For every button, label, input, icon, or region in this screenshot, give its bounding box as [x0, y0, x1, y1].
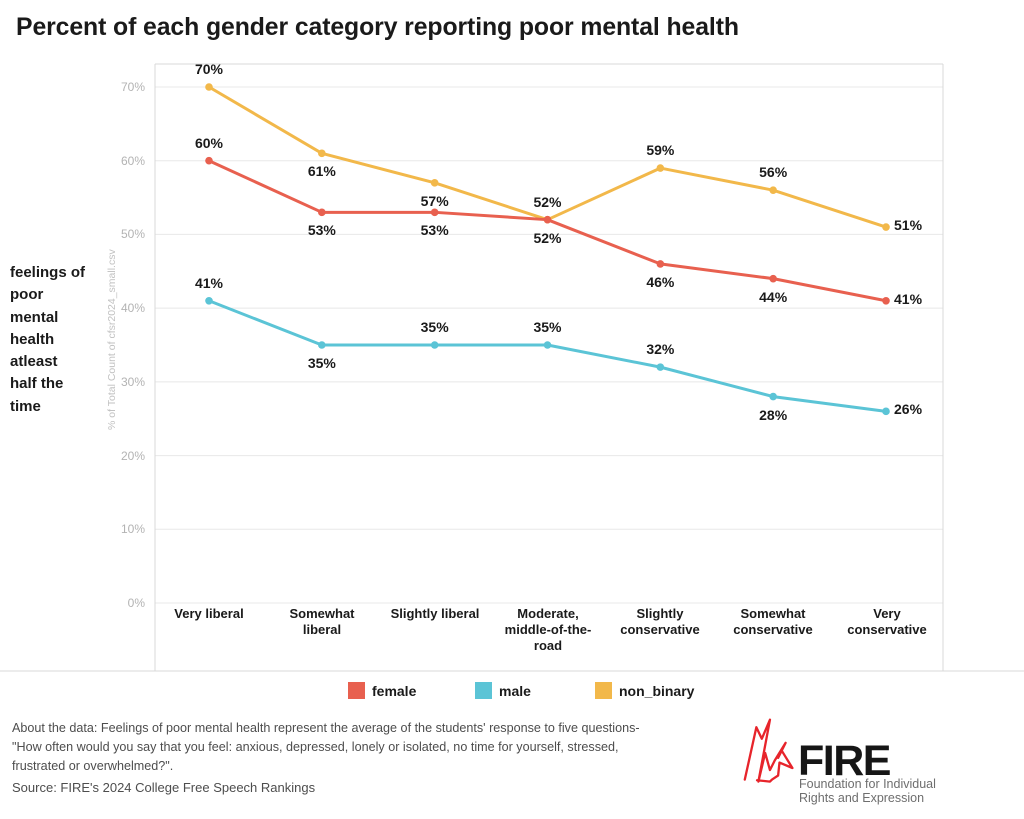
svg-text:Rights and Expression: Rights and Expression: [799, 791, 924, 805]
svg-text:Foundation for Individual: Foundation for Individual: [799, 777, 936, 791]
